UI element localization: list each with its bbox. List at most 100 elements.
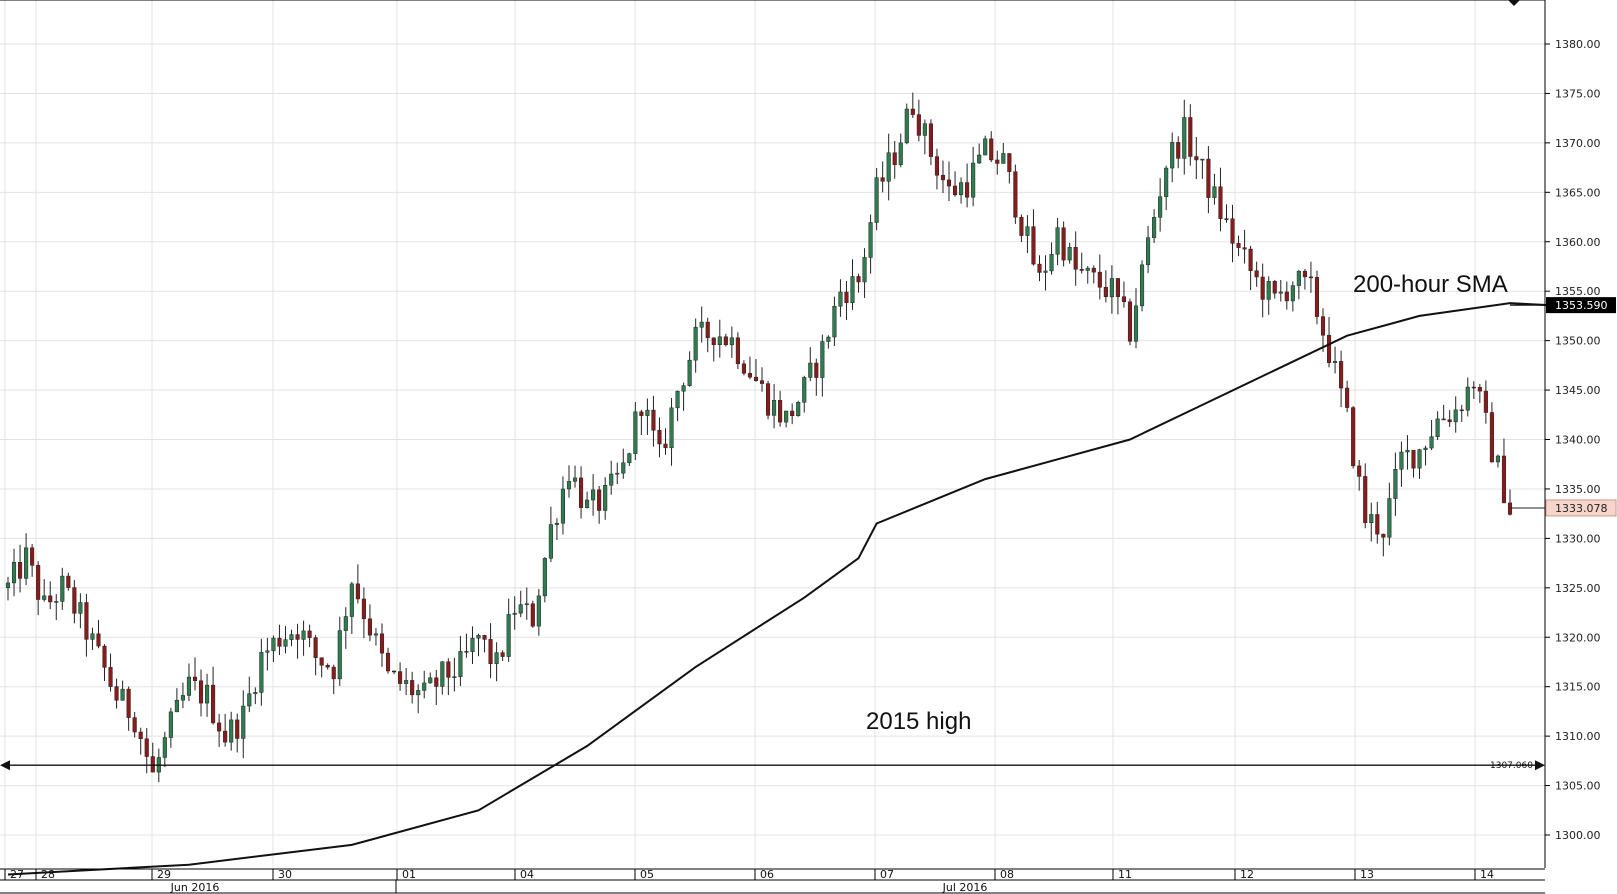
candle-body — [1326, 334, 1332, 363]
x-day-label: 14 — [1480, 868, 1494, 881]
candle-body — [753, 376, 759, 381]
y-tick-label: 1345.00 — [1555, 384, 1601, 397]
candle-body — [850, 276, 855, 303]
candle-body — [1357, 465, 1362, 477]
y-tick-label: 1355.00 — [1555, 285, 1601, 298]
candle-body — [965, 182, 970, 198]
candle-body — [1290, 285, 1295, 302]
candle-body — [361, 598, 366, 620]
y-tick-label: 1370.00 — [1555, 137, 1601, 150]
candle-body — [367, 618, 372, 636]
candle-body — [1453, 409, 1458, 423]
candle-body — [669, 407, 674, 449]
candle-body — [1152, 217, 1157, 238]
candle-body — [48, 595, 53, 603]
candle-body — [1345, 387, 1350, 408]
candle-body — [1393, 469, 1398, 499]
candle-body — [1037, 263, 1042, 273]
candle-body — [488, 639, 493, 664]
candle-body — [5, 582, 11, 589]
candle-body — [458, 651, 463, 677]
candle-body — [452, 676, 457, 678]
x-day-label: 01 — [402, 868, 416, 881]
candle-body — [1435, 418, 1440, 437]
candle-body — [959, 182, 964, 196]
y-tick-label: 1380.00 — [1555, 38, 1601, 51]
candle-body — [277, 637, 282, 647]
candle-body — [1314, 277, 1320, 317]
candle-body — [1351, 407, 1356, 467]
candle-body — [1043, 270, 1048, 273]
candle-body — [60, 575, 65, 602]
y-tick-label: 1335.00 — [1555, 483, 1601, 496]
candle-body — [36, 565, 41, 600]
candle-body — [180, 695, 185, 701]
candle-body — [416, 690, 421, 696]
candle-body — [723, 336, 728, 346]
candle-body — [174, 699, 179, 713]
candle-body — [778, 400, 783, 423]
candle-body — [1320, 316, 1326, 336]
candle-body — [247, 693, 252, 707]
candle-body — [735, 337, 740, 365]
x-day-label: 27 — [10, 868, 24, 881]
candle-body — [1013, 171, 1018, 218]
candle-body — [422, 682, 427, 691]
candle-body — [331, 666, 336, 680]
candle-body — [554, 522, 559, 525]
candle-body — [1477, 387, 1482, 392]
candle-body — [192, 676, 198, 681]
candle-body — [591, 489, 596, 501]
candle-body — [699, 321, 704, 328]
candle-body — [585, 499, 590, 508]
sma-value-tag-bg — [1546, 297, 1616, 314]
x-month-label: Jul 2016 — [942, 881, 988, 894]
candle-body — [1441, 418, 1446, 421]
candle-body — [1302, 270, 1307, 278]
candle-body — [42, 595, 47, 600]
candle-body — [1278, 291, 1283, 294]
y-tick-label: 1320.00 — [1555, 631, 1601, 644]
candle-body — [615, 472, 620, 475]
candle-body — [826, 336, 831, 342]
y-tick-label: 1305.00 — [1555, 780, 1601, 793]
candle-body — [90, 633, 95, 640]
arrow-right-icon — [1535, 760, 1545, 771]
candle-body — [1339, 361, 1344, 389]
x-month-label: Jun 2016 — [170, 881, 220, 894]
sma-layer — [7, 302, 1547, 876]
y-tick-label: 1300.00 — [1555, 829, 1601, 842]
candle-body — [663, 443, 668, 449]
x-day-label: 13 — [1360, 868, 1374, 881]
candle-body — [862, 257, 867, 283]
candle-body — [1085, 267, 1090, 271]
y-tick-label: 1315.00 — [1555, 681, 1601, 694]
candle-body — [765, 383, 771, 416]
candle-body — [928, 123, 933, 157]
candle-body — [952, 185, 958, 196]
candle-body — [295, 634, 300, 640]
candle-body — [784, 410, 789, 423]
candle-body — [229, 719, 234, 743]
candle-body — [946, 179, 952, 187]
candle-body — [1465, 386, 1470, 411]
candle-body — [114, 686, 119, 701]
candle-body — [385, 652, 391, 672]
grid — [0, 0, 1545, 868]
candle-body — [802, 377, 807, 403]
candle-body — [579, 477, 584, 508]
candle-body — [512, 612, 517, 615]
candle-body — [995, 159, 1000, 164]
candle-body — [343, 616, 348, 631]
candle-body — [1212, 186, 1217, 198]
candle-body — [705, 321, 710, 339]
candle-body — [1236, 243, 1241, 248]
candle-body — [428, 677, 433, 684]
y-tick-label: 1340.00 — [1555, 434, 1601, 447]
candle-body — [530, 603, 535, 627]
candle-body — [711, 337, 716, 345]
candle-body — [144, 738, 149, 757]
candle-body — [398, 671, 403, 684]
candle-body — [1067, 247, 1072, 261]
